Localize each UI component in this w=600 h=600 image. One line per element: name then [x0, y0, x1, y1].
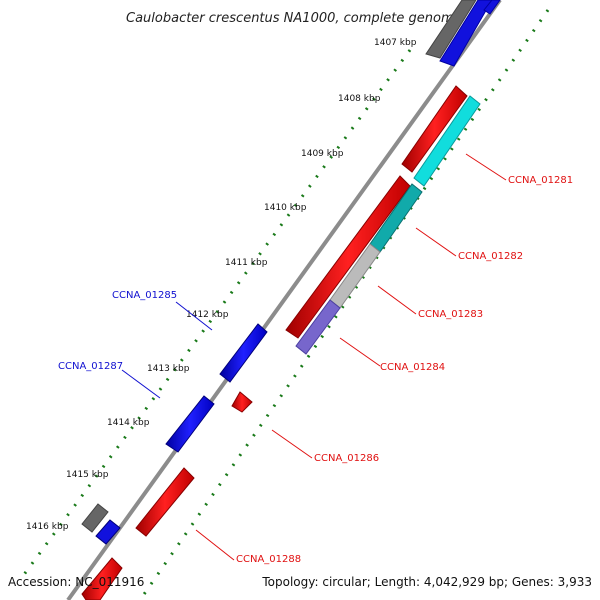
- ruler-label: 1414 kbp: [107, 418, 150, 428]
- gene-label[interactable]: CCNA_01286: [314, 453, 379, 464]
- ruler-label: 1409 kbp: [301, 149, 344, 159]
- accession-label: Accession: NC_011916: [8, 575, 144, 589]
- ruler-label: 1416 kbp: [26, 522, 69, 532]
- gene-arrow[interactable]: [165, 395, 215, 453]
- gene-label[interactable]: CCNA_01282: [458, 251, 523, 262]
- ruler-label: 1412 kbp: [186, 310, 229, 320]
- gene-arrow[interactable]: [285, 175, 411, 339]
- label-leaders: [121, 153, 507, 561]
- gene-label[interactable]: CCNA_01283: [418, 309, 483, 320]
- genome-backbone: [66, 0, 502, 600]
- ruler-label: 1408 kbp: [338, 94, 381, 104]
- map-title: Caulobacter crescentus NA1000, complete …: [126, 11, 462, 26]
- gene-arrow[interactable]: [413, 95, 481, 187]
- gene-arrow[interactable]: [439, 0, 493, 67]
- ruler-label: 1415 kbp: [66, 470, 109, 480]
- tick-ruler-outer: [18, 49, 412, 581]
- gene-arrow[interactable]: [231, 391, 253, 413]
- gene-arrow[interactable]: [95, 519, 121, 545]
- ruler-label: 1410 kbp: [264, 203, 307, 213]
- gene-label[interactable]: CCNA_01288: [236, 554, 301, 565]
- ruler-label: 1407 kbp: [374, 38, 417, 48]
- gene-arrow[interactable]: [425, 0, 477, 59]
- gene-label[interactable]: CCNA_01285: [112, 290, 177, 301]
- gene-label[interactable]: CCNA_01284: [380, 362, 445, 373]
- gene-arrow[interactable]: [81, 557, 123, 600]
- ruler-label: 1411 kbp: [225, 258, 268, 268]
- gene-arrow[interactable]: [81, 503, 109, 533]
- genome-summary: Topology: circular; Length: 4,042,929 bp…: [261, 575, 592, 589]
- gene-arrow[interactable]: [483, 0, 501, 15]
- gene-label[interactable]: CCNA_01281: [508, 175, 573, 186]
- gene-label[interactable]: CCNA_01287: [58, 361, 123, 372]
- ruler-label: 1413 kbp: [147, 364, 190, 374]
- gene-arrow[interactable]: [219, 323, 268, 383]
- gene-arrow[interactable]: [135, 467, 195, 537]
- gene-arrow[interactable]: [401, 85, 468, 173]
- gene-arrow[interactable]: [295, 299, 341, 355]
